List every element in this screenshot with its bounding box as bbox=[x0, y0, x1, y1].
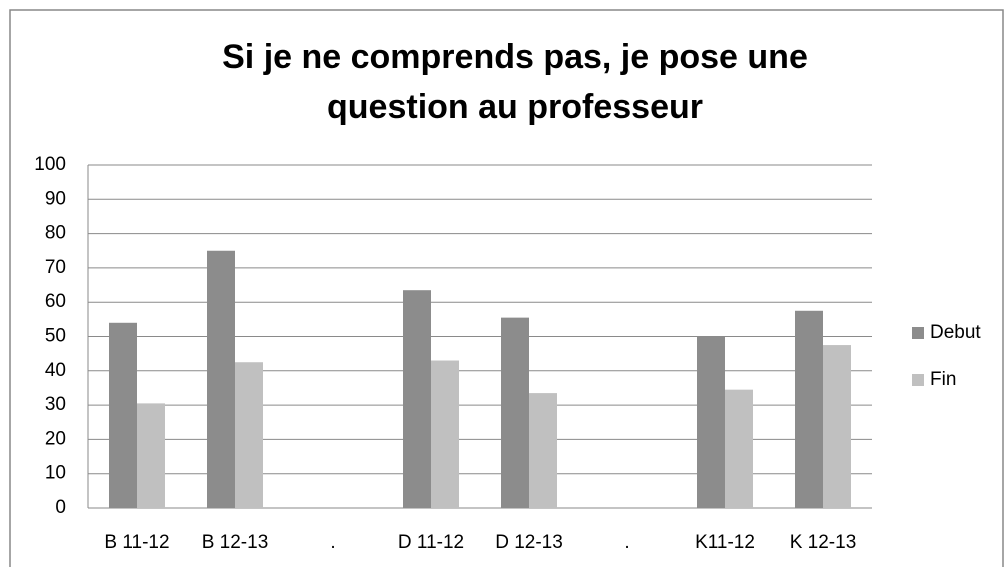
y-tick-label: 70 bbox=[45, 257, 66, 278]
chart-title: Si je ne comprends pas, je pose une ques… bbox=[222, 38, 808, 126]
y-tick-label: 30 bbox=[45, 394, 66, 415]
bar bbox=[697, 336, 725, 508]
y-tick-label: 100 bbox=[34, 154, 66, 175]
x-tick-label: . bbox=[624, 532, 629, 553]
bar bbox=[235, 362, 263, 508]
legend-label: Fin bbox=[930, 369, 956, 390]
bar bbox=[501, 317, 529, 508]
bar bbox=[529, 393, 557, 508]
y-tick-label: 10 bbox=[45, 463, 66, 484]
y-tick-label: 40 bbox=[45, 360, 66, 381]
y-tick-label: 90 bbox=[45, 188, 66, 209]
bar bbox=[137, 403, 165, 508]
legend-swatch bbox=[912, 374, 924, 386]
legend-label: Debut bbox=[930, 322, 981, 343]
x-tick-label: D 12-13 bbox=[495, 532, 563, 553]
y-tick-label: 60 bbox=[45, 291, 66, 312]
legend-swatch bbox=[912, 327, 924, 339]
y-tick-label: 20 bbox=[45, 428, 66, 449]
y-tick-label: 80 bbox=[45, 223, 66, 244]
x-tick-label: B 11-12 bbox=[104, 532, 169, 553]
chart-border bbox=[9, 9, 1004, 567]
x-tick-label: K 12-13 bbox=[790, 532, 857, 553]
bar bbox=[431, 360, 459, 508]
bar bbox=[207, 250, 235, 508]
y-tick-label: 50 bbox=[45, 326, 66, 347]
x-tick-label: K11-12 bbox=[695, 532, 755, 553]
bar bbox=[403, 290, 431, 508]
y-tick-label: 0 bbox=[55, 497, 66, 518]
bar bbox=[823, 345, 851, 508]
bar bbox=[109, 322, 137, 508]
bar bbox=[795, 310, 823, 508]
x-tick-label: . bbox=[330, 532, 335, 553]
x-tick-label: B 12-13 bbox=[202, 532, 269, 553]
bar bbox=[725, 389, 753, 508]
x-tick-label: D 11-12 bbox=[398, 532, 464, 553]
